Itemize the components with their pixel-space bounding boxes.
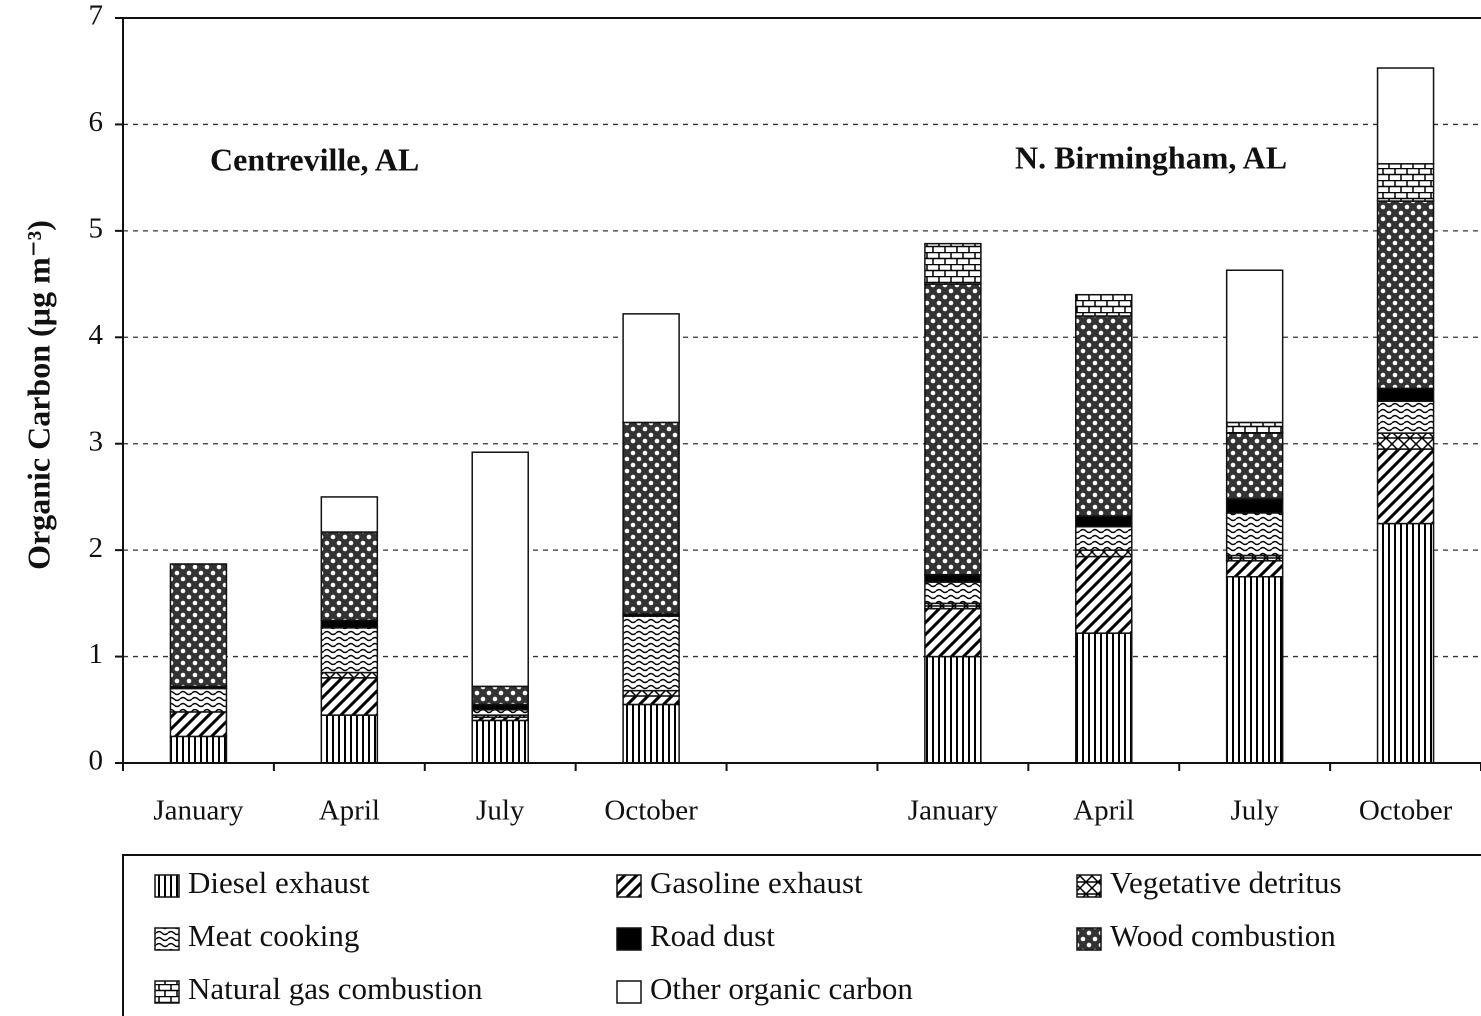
bar-segment xyxy=(924,602,982,610)
bar-segment xyxy=(1075,515,1133,528)
bar-segment xyxy=(471,719,529,764)
legend-swatch xyxy=(154,980,180,1004)
bar-segment xyxy=(1376,387,1435,402)
y-axis-label: Organic Carbon (µg m⁻³) xyxy=(20,220,56,570)
bar-segment xyxy=(1376,522,1435,764)
bar-segment xyxy=(1376,200,1435,390)
x-tick-label: April xyxy=(319,795,380,827)
x-tick-label: April xyxy=(1073,795,1134,827)
legend-label: Vegetative detritus xyxy=(1110,865,1342,900)
bar-segment xyxy=(622,421,680,615)
bar-segment xyxy=(1075,525,1133,551)
x-tick-label: January xyxy=(153,795,244,827)
bar-segment xyxy=(622,313,680,424)
bar-segment xyxy=(1225,421,1284,434)
bar-segment xyxy=(169,687,228,713)
bar-segment xyxy=(169,711,228,738)
legend-swatch xyxy=(1076,927,1102,951)
bar-segment xyxy=(924,607,982,658)
y-tick-label: 0 xyxy=(89,745,104,777)
bar-segment xyxy=(320,671,379,679)
bar-segment xyxy=(1376,163,1435,202)
bar-segment xyxy=(1225,512,1284,557)
annotation: N. Birmingham, AL xyxy=(1015,139,1287,175)
bar-segment xyxy=(471,685,529,706)
bar-segment xyxy=(924,655,982,764)
y-tick-label: 3 xyxy=(89,425,104,457)
bar-segment xyxy=(1225,576,1284,764)
bar-segment xyxy=(169,735,228,764)
bar-segment xyxy=(1075,632,1133,764)
bar-segment xyxy=(1225,554,1284,562)
bar-segment xyxy=(320,531,379,622)
legend-swatch xyxy=(616,874,642,898)
x-tick-label: July xyxy=(476,795,525,827)
bar-segment xyxy=(471,451,529,688)
bar-segment xyxy=(924,581,982,605)
bar-segment xyxy=(622,703,680,764)
x-tick-label: October xyxy=(604,795,698,827)
legend-label: Gasoline exhaust xyxy=(650,865,863,900)
legend-swatch xyxy=(154,874,180,898)
bar-segment xyxy=(471,703,529,711)
bar-segment xyxy=(320,496,379,533)
annotation: Centreville, AL xyxy=(210,141,419,177)
bar-segment xyxy=(320,627,379,674)
y-tick-label: 5 xyxy=(89,213,104,245)
bar-segment xyxy=(1376,67,1435,165)
x-tick-label: January xyxy=(908,795,999,827)
x-tick-label: July xyxy=(1230,795,1279,827)
legend-box xyxy=(122,854,1481,1016)
bar-segment xyxy=(1225,269,1284,424)
legend-label: Wood combustion xyxy=(1110,918,1336,953)
x-tick-label: October xyxy=(1359,795,1453,827)
bar-segment xyxy=(1075,293,1133,317)
bar-segment xyxy=(1376,432,1435,450)
y-tick-label: 1 xyxy=(89,638,104,670)
bar-segment xyxy=(320,619,379,629)
legend-label: Road dust xyxy=(650,918,775,953)
legend-label: Other organic carbon xyxy=(650,971,913,1006)
bar-segment xyxy=(471,709,529,716)
bar-segment xyxy=(924,573,982,583)
y-tick-label: 7 xyxy=(89,0,104,32)
bar-segment xyxy=(1075,315,1133,517)
bar-segment xyxy=(320,714,379,764)
y-tick-label: 4 xyxy=(89,319,104,351)
bar-segment xyxy=(1075,555,1133,634)
bar-segment xyxy=(924,242,982,285)
legend-swatch xyxy=(616,927,642,951)
legend-swatch xyxy=(616,980,642,1004)
bar-segment xyxy=(622,695,680,706)
bar-segment xyxy=(169,563,228,688)
bar-segment xyxy=(1225,432,1284,500)
bar-segment xyxy=(622,615,680,692)
bar-segment xyxy=(1225,498,1284,514)
legend-swatch xyxy=(154,927,180,951)
legend-label: Diesel exhaust xyxy=(188,865,370,900)
y-tick-label: 2 xyxy=(89,532,104,564)
bar-segment xyxy=(1225,560,1284,578)
legend-label: Meat cooking xyxy=(188,918,359,953)
bar-segment xyxy=(1376,400,1435,434)
bar-segment xyxy=(1075,549,1133,558)
bar-segment xyxy=(622,689,680,697)
bar-segment xyxy=(320,677,379,716)
y-tick-label: 6 xyxy=(89,106,104,138)
legend-label: Natural gas combustion xyxy=(188,971,483,1006)
legend-swatch xyxy=(1076,874,1102,898)
bar-segment xyxy=(1376,448,1435,525)
bar-segment xyxy=(924,283,982,576)
